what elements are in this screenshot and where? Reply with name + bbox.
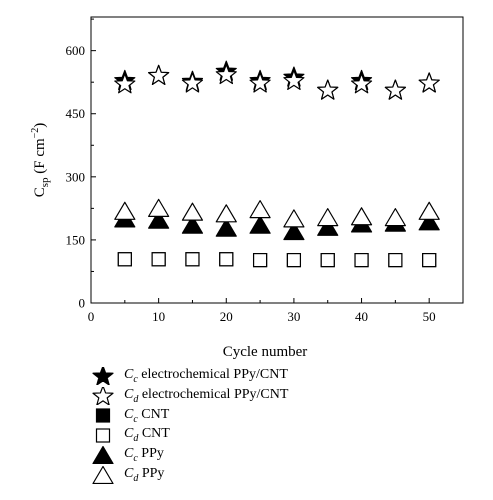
legend-label: Cc electrochemical PPy/CNT: [124, 367, 288, 385]
legend-item: Cd electrochemical PPy/CNT: [88, 386, 288, 406]
y-tick-label: 600: [66, 43, 86, 58]
data-point-star-hollow: [418, 72, 440, 93]
data-point-square-hollow: [388, 253, 403, 268]
y-axis-label-unit-close: ): [32, 123, 48, 128]
legend-label: Cd electrochemical PPy/CNT: [124, 386, 289, 405]
data-point-triangle-hollow: [181, 202, 204, 221]
legend: Cc electrochemical PPy/CNT Cd electrochem…: [88, 366, 288, 485]
data-point-triangle-hollow: [148, 198, 170, 217]
data-point-square-hollow: [151, 252, 166, 267]
legend-marker-triangle: [92, 446, 114, 465]
legend-marker-square: [95, 408, 111, 424]
data-point-star-hollow: [249, 72, 271, 93]
data-point-triangle-hollow: [317, 208, 339, 227]
legend-item: Cc PPy: [88, 445, 288, 465]
chart: 0 10 20 30 40 50 0 150 300 450 600 Cycle number Cs…: [30, 16, 464, 360]
data-point-triangle-hollow: [283, 209, 305, 228]
data-point-square-hollow: [219, 252, 234, 267]
x-tick-label: 50: [423, 309, 436, 324]
data-point-star-hollow: [215, 63, 237, 85]
legend-marker-triangle: [92, 465, 114, 484]
legend-marker: [95, 408, 111, 424]
data-point-triangle-hollow: [418, 201, 440, 220]
data-point-star-hollow: [283, 69, 305, 91]
legend-item: Cd PPy: [88, 465, 288, 485]
data-point-star-hollow: [148, 64, 170, 85]
legend-marker: [92, 446, 114, 465]
x-tick-label: 20: [220, 309, 233, 324]
data-point-triangle-filled: [148, 210, 170, 229]
legend-label: Cd PPy: [124, 465, 165, 484]
y-axis-label-symbol: C: [32, 187, 48, 197]
data-point-triangle-filled: [317, 217, 339, 236]
data-point-square-hollow: [252, 253, 268, 268]
legend-item: Cc electrochemical PPy/CNT: [88, 366, 288, 386]
x-tick-label: 0: [88, 309, 95, 324]
data-point-triangle-hollow: [350, 207, 373, 226]
y-tick-label: 0: [79, 296, 86, 311]
x-tick-label: 30: [287, 309, 300, 324]
data-point-triangle-filled: [418, 212, 440, 231]
legend-marker: [95, 428, 111, 443]
data-point-triangle-filled: [249, 215, 271, 234]
data-point-triangle-filled: [215, 218, 237, 237]
legend-marker: [92, 465, 114, 484]
y-tick-label: 300: [66, 169, 86, 184]
y-axis-label-subscript: sp: [39, 177, 51, 187]
legend-label: Cc CNT: [124, 406, 170, 425]
axes: 0 10 20 30 40 50 0 150 300 450 600: [66, 16, 464, 324]
legend-marker-star: [92, 386, 114, 405]
legend-marker: [92, 366, 114, 385]
data-point-star-hollow: [317, 79, 339, 100]
plot-area: [114, 60, 440, 268]
data-point-square-hollow: [185, 252, 200, 267]
data-point-triangle-filled: [283, 221, 305, 241]
data-point-square-hollow: [117, 252, 132, 267]
legend-marker: [92, 386, 114, 405]
data-point-star-hollow: [181, 72, 204, 93]
data-point-square-hollow: [422, 253, 437, 268]
data-point-square-hollow: [354, 253, 369, 268]
data-point-triangle-hollow: [114, 201, 136, 220]
x-axis-label: Cycle number: [223, 344, 308, 360]
data-point-star-hollow: [384, 79, 406, 100]
x-tick-label: 40: [355, 309, 368, 324]
data-point-triangle-hollow: [384, 208, 406, 227]
y-tick-label: 150: [66, 232, 86, 247]
plot-frame: [90, 16, 464, 304]
data-point-star-hollow: [350, 73, 373, 94]
legend-item: Cc CNT: [88, 406, 288, 426]
y-axis-label-unit: (F cm: [32, 138, 48, 177]
data-point-triangle-filled: [181, 215, 204, 234]
legend-marker-square: [95, 428, 111, 443]
y-axis-label-unit-exponent: −2: [30, 128, 41, 139]
data-point-square-hollow: [320, 253, 335, 268]
y-axis-label: Csp (F cm−2): [30, 123, 51, 198]
data-point-triangle-hollow: [215, 204, 237, 223]
legend-marker-star: [92, 366, 114, 385]
data-point-triangle-hollow: [249, 200, 271, 219]
legend-label: Cc PPy: [124, 446, 164, 464]
legend-label: Cd CNT: [124, 426, 170, 445]
legend-item: Cd CNT: [88, 425, 288, 445]
data-point-star-hollow: [114, 73, 136, 94]
x-tick-label: 10: [152, 309, 165, 324]
y-tick-label: 450: [66, 106, 86, 121]
data-point-square-hollow: [286, 253, 302, 268]
